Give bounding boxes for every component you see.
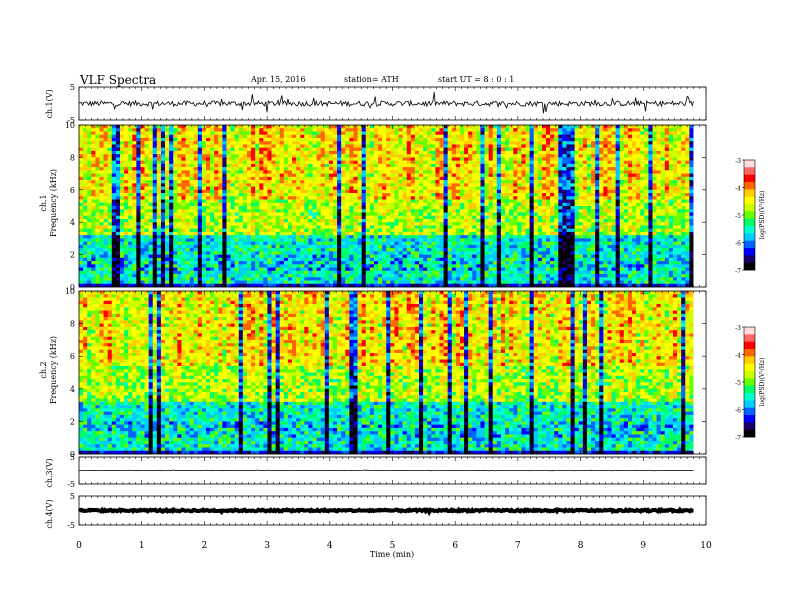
y-tick-label: 0 — [70, 450, 75, 459]
y-tick-label: 5 — [70, 83, 75, 92]
y-tick-label: 0 — [70, 283, 75, 292]
y-tick-label: 2 — [70, 251, 75, 260]
y-tick-label: 4 — [70, 218, 75, 227]
x-axis: 0 1 2 3 4 5 6 7 8 9 10 — [76, 541, 712, 551]
x-tick-label: 8 — [578, 541, 584, 551]
panel-ch1-waveform: ch.1(V) 5 -5 — [45, 83, 707, 125]
x-tick-label: 6 — [452, 541, 458, 551]
y-tick-label: 5 — [70, 453, 75, 462]
ch2-spec-ylabel-1: ch.2 — [39, 361, 48, 378]
y-tick-label: 10 — [65, 287, 75, 296]
chart-title: VLF Spectra — [79, 73, 156, 87]
x-tick-label: 3 — [264, 541, 270, 551]
ch1-spec-ylabel-2: Frequency (kHz) — [49, 169, 58, 237]
x-tick-label: 1 — [139, 541, 145, 551]
station-label: station= ATH — [344, 75, 399, 84]
waveform-ch1-waveform — [78, 92, 694, 114]
ch2-spec-ylabel-2: Frequency (kHz) — [49, 336, 58, 404]
ch1-ylabel: ch.1(V) — [45, 89, 54, 118]
x-tick-label: 5 — [390, 541, 396, 551]
x-tick-label: 10 — [700, 541, 712, 551]
colorbar-tick-label: -3 — [735, 325, 741, 332]
colorbar-ch2-label: log(PSD)(V²/Hz) — [759, 358, 766, 407]
y-tick-label: -5 — [67, 116, 75, 125]
x-tick-label: 4 — [327, 541, 333, 551]
colorbar-tick-label: -6 — [735, 408, 741, 415]
colorbar-tick-label: -7 — [735, 435, 741, 442]
colorbar-tick-label: -6 — [735, 241, 741, 248]
y-tick-label: 8 — [70, 153, 75, 162]
y-tick-label: 5 — [70, 492, 75, 501]
colorbar-ch1-label: log(PSD)(V²/Hz) — [759, 191, 766, 240]
x-tick-label: 7 — [515, 541, 521, 551]
colorbar-tick-label: -4 — [735, 186, 741, 193]
start-time-label: start UT = 8 : 0 : 1 — [438, 75, 514, 84]
y-tick-label: 10 — [65, 121, 75, 130]
ch1-spec-ylabel-1: ch.1 — [39, 194, 48, 211]
y-tick-label: 4 — [70, 385, 75, 394]
waveform-ch4-waveform — [77, 506, 694, 517]
waveform-ch3-waveform — [78, 469, 694, 472]
x-tick-label: 0 — [76, 541, 82, 551]
y-tick-label: 8 — [70, 320, 75, 329]
y-tick-label: -5 — [67, 521, 75, 530]
colorbar-tick-label: -4 — [735, 353, 741, 360]
colorbar-tick-label: -5 — [735, 380, 741, 387]
y-tick-label: 2 — [70, 417, 75, 426]
colorbar-tick-label: -7 — [735, 268, 741, 275]
panel-ch4-waveform: ch.4(V) 5 -5 — [45, 492, 707, 530]
panel-ch3-waveform: ch.3(V) 5 -5 — [45, 453, 707, 489]
date-label: Apr. 15, 2016 — [250, 75, 306, 84]
y-tick-label: 6 — [70, 186, 75, 195]
x-axis-label: Time (min) — [370, 550, 414, 559]
x-tick-label: 9 — [640, 541, 646, 551]
panel-ch2-spectrogram: ch.2 Frequency (kHz) 0 2 4 6 8 10 — [39, 287, 707, 459]
ch3-ylabel: ch.3(V) — [45, 458, 54, 487]
x-tick-label: 2 — [202, 541, 208, 551]
colorbar-ch2: log(PSD)(V²/Hz) -3 -4 -5 -6 -7 — [735, 325, 766, 442]
colorbar-ch1: log(PSD)(V²/Hz) -3 -4 -5 -6 -7 — [735, 158, 766, 275]
panel-ch1-spectrogram: ch.1 Frequency (kHz) 0 2 4 6 8 10 — [39, 121, 707, 292]
colorbar-tick-label: -5 — [735, 213, 741, 220]
y-tick-label: -5 — [67, 480, 75, 489]
colorbar-tick-label: -3 — [735, 158, 741, 165]
y-tick-label: 6 — [70, 352, 75, 361]
ch4-ylabel: ch.4(V) — [45, 499, 54, 528]
